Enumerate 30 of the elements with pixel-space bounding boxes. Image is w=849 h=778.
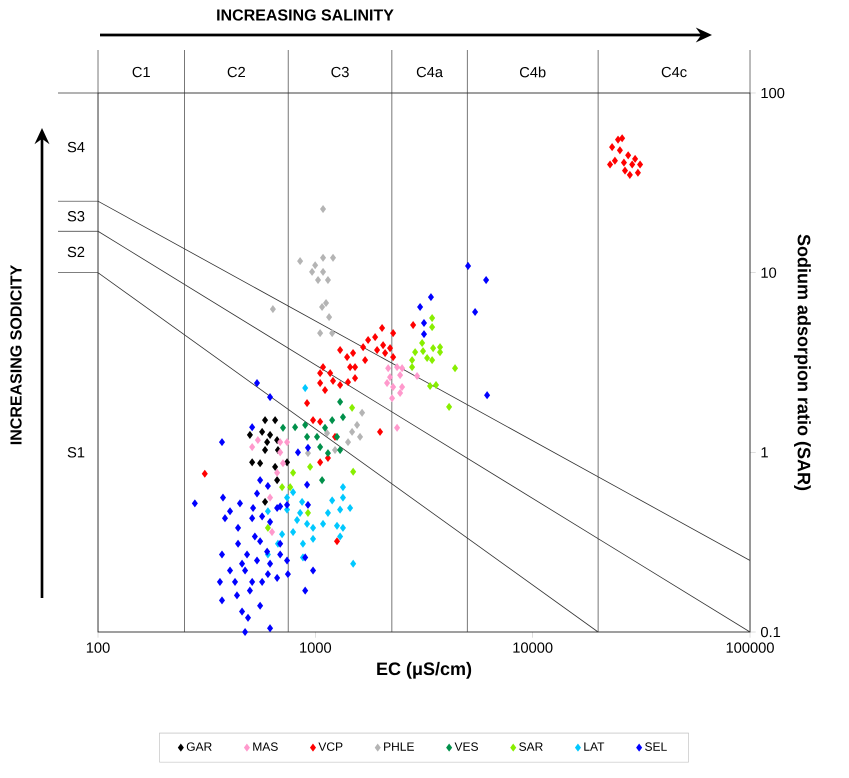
legend-label: GAR <box>186 742 212 751</box>
legend-label: SEL <box>645 742 667 751</box>
text: C1 <box>132 66 150 78</box>
text: C4c <box>662 66 687 78</box>
text: S4 <box>68 142 85 152</box>
text: C2 <box>228 66 245 78</box>
y-tick-label: 1 <box>762 447 768 458</box>
legend-label: VCP <box>318 742 342 751</box>
text: INCREASING SODICITY <box>10 265 22 444</box>
legend-label: SAR <box>519 742 543 751</box>
x-tick-label: 10000 <box>513 642 552 653</box>
text: S3 <box>68 211 84 222</box>
y-tick-label: 100 <box>762 88 784 98</box>
y-tick-label: 10 <box>762 267 776 278</box>
text: C4b <box>520 66 546 78</box>
y-axis-title: Sodium adsorpion ratio (SAR) <box>794 234 811 490</box>
legend-label: PHLE <box>384 742 414 751</box>
x-tick-label: 1000 <box>300 642 332 653</box>
y-tick-label: 0.1 <box>760 626 780 638</box>
legend-label: LAT <box>584 742 604 751</box>
x-tick-label: 100 <box>86 642 110 653</box>
text: C4a <box>416 66 444 78</box>
legend-label: MAS <box>253 742 278 751</box>
text: C3 <box>331 66 349 78</box>
text: S1 <box>68 447 84 458</box>
text: S2 <box>68 246 84 258</box>
text: INCREASING SALINITY <box>217 9 394 21</box>
x-tick-label: 100000 <box>726 642 774 653</box>
legend-label: VES <box>454 742 478 751</box>
x-axis-title: EC (μS/cm) <box>377 662 472 679</box>
